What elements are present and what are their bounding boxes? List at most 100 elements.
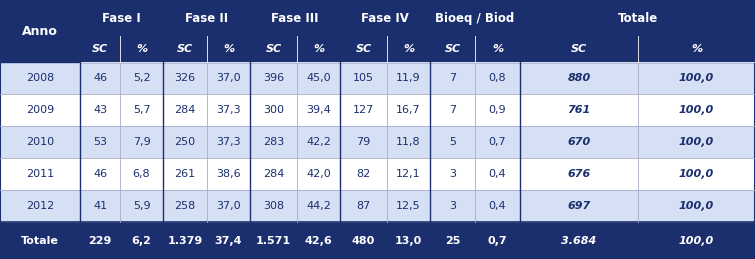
Bar [80,126,120,158]
Text: 37,0: 37,0 [216,201,241,211]
Text: 0,9: 0,9 [488,105,507,115]
Bar [430,126,475,158]
Text: 0,8: 0,8 [488,73,507,83]
Text: 87: 87 [356,201,371,211]
Text: 258: 258 [174,201,196,211]
Text: 284: 284 [263,169,284,179]
Text: 12,1: 12,1 [396,169,421,179]
Text: 0,4: 0,4 [488,169,507,179]
Bar [430,190,475,222]
Text: SC: SC [92,44,108,54]
Bar [340,62,387,94]
Bar [340,94,387,126]
Bar [520,190,638,222]
Text: 0,7: 0,7 [488,235,507,246]
Text: 16,7: 16,7 [396,105,421,115]
Bar [80,190,120,222]
Text: 7: 7 [449,105,456,115]
Text: 100,0: 100,0 [679,169,714,179]
Text: 761: 761 [567,105,590,115]
Text: 42,6: 42,6 [304,235,332,246]
Bar [120,222,163,259]
Text: 326: 326 [174,73,196,83]
Text: %: % [223,44,234,54]
Text: 7: 7 [449,73,456,83]
Text: 300: 300 [263,105,284,115]
Text: 100,0: 100,0 [679,201,714,211]
Text: SC: SC [356,44,371,54]
Bar [250,62,297,94]
Text: 100,0: 100,0 [679,73,714,83]
Text: 37,3: 37,3 [216,137,241,147]
Bar [0,126,80,158]
Bar [387,158,430,190]
Text: 0,4: 0,4 [488,201,507,211]
Text: 127: 127 [353,105,374,115]
Text: Fase III: Fase III [271,11,319,25]
Text: 7,9: 7,9 [133,137,150,147]
Text: 0,7: 0,7 [488,137,507,147]
Text: 11,8: 11,8 [396,137,421,147]
Text: 41: 41 [93,201,107,211]
Bar [520,158,638,190]
Bar [638,126,755,158]
Bar [387,126,430,158]
Text: 5,9: 5,9 [133,201,150,211]
Bar [120,36,163,62]
Text: 100,0: 100,0 [679,137,714,147]
Bar [163,0,250,36]
Text: 12,5: 12,5 [396,201,421,211]
Text: Fase IV: Fase IV [361,11,409,25]
Bar [297,158,340,190]
Bar [520,62,638,94]
Bar [297,62,340,94]
Bar [207,36,250,62]
Text: 13,0: 13,0 [395,235,422,246]
Bar [638,94,755,126]
Text: 42,2: 42,2 [306,137,331,147]
Bar [297,36,340,62]
Bar [520,36,638,62]
Text: 45,0: 45,0 [307,73,331,83]
Bar [0,190,80,222]
Text: %: % [313,44,324,54]
Bar [387,190,430,222]
Text: 5: 5 [449,137,456,147]
Bar [0,222,80,259]
Bar [340,222,387,259]
Bar [250,126,297,158]
Bar [475,222,520,259]
Text: Fase II: Fase II [185,11,228,25]
Bar [297,94,340,126]
Text: SC: SC [266,44,282,54]
Bar [163,158,207,190]
Bar [520,94,638,126]
Bar [163,222,207,259]
Text: 42,0: 42,0 [306,169,331,179]
Text: 25: 25 [445,235,461,246]
Bar [250,158,297,190]
Bar [430,0,520,36]
Text: 79: 79 [356,137,371,147]
Text: Bioeq / Biod: Bioeq / Biod [436,11,515,25]
Text: 100,0: 100,0 [679,235,714,246]
Text: 6,8: 6,8 [133,169,150,179]
Bar [163,94,207,126]
Text: Totale: Totale [618,11,658,25]
Text: SC: SC [177,44,193,54]
Text: 261: 261 [174,169,196,179]
Text: 2012: 2012 [26,201,54,211]
Text: 480: 480 [352,235,375,246]
Bar [120,62,163,94]
Bar [207,158,250,190]
Bar [475,158,520,190]
Text: 284: 284 [174,105,196,115]
Text: 100,0: 100,0 [679,105,714,115]
Bar [0,62,80,94]
Bar [80,94,120,126]
Bar [163,62,207,94]
Text: 5,2: 5,2 [133,73,150,83]
Bar [638,222,755,259]
Bar [207,62,250,94]
Bar [430,222,475,259]
